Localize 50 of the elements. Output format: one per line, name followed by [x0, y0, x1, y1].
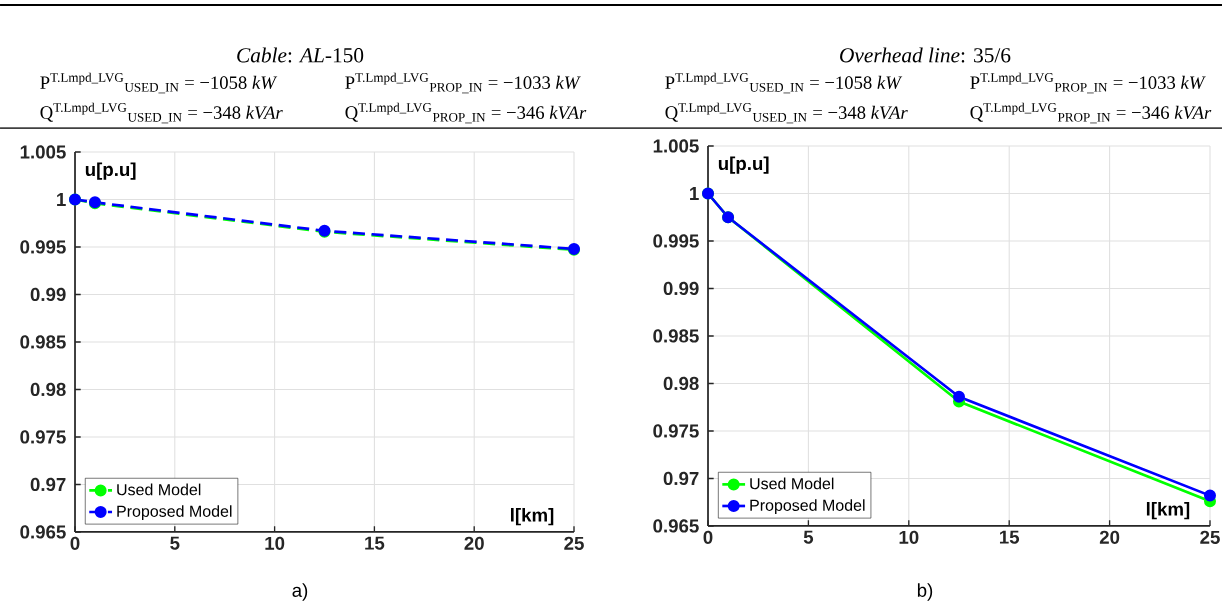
y-tick-label: 1: [690, 187, 699, 200]
y-tick-label: 0.99: [663, 281, 699, 296]
text: P$^{T.Lmpd_LVG}$$_{USED_IN}$ = −1058 kW: [40, 72, 278, 94]
x-tick-label: 20: [1099, 530, 1120, 544]
y-tick-label: 1: [57, 193, 66, 206]
x-tick-label: 25: [1200, 530, 1220, 544]
y-axis-title: u[p.u]: [85, 162, 136, 180]
y-tick-label: 0.965: [653, 519, 699, 533]
text: a): [292, 583, 308, 601]
x-tick-label: 15: [999, 530, 1020, 544]
y-tick-label: 0.985: [20, 335, 66, 349]
x-tick-label: 20: [464, 536, 484, 550]
x-tick-label: 15: [365, 536, 385, 550]
y-tick-label: 0.99: [30, 287, 66, 302]
legend-label: Used Model: [750, 477, 834, 490]
x-tick-label: 5: [170, 536, 180, 550]
y-tick-label: 0.975: [653, 424, 699, 438]
text: P$^{T.Lmpd_LVG}$$_{PROP_IN}$ = −1033 kW: [970, 72, 1206, 94]
x-tick-label: 0: [703, 530, 713, 544]
text: Q$^{T.Lmpd_LVG}$$_{PROP_IN}$ = −346 kVAr: [345, 102, 587, 124]
legend-label: Used Model: [117, 483, 201, 496]
x-axis-title: l[km]: [511, 507, 554, 526]
text: P$^{T.Lmpd_LVG}$$_{PROP_IN}$ = −1033 kW: [345, 72, 581, 94]
chart-title: Overhead line: 35/6: [840, 47, 1011, 63]
text: Q$^{T.Lmpd_LVG}$$_{USED_IN}$ = −348 kVAr: [665, 102, 908, 124]
text: P$^{T.Lmpd_LVG}$$_{USED_IN}$ = −1058 kW: [665, 72, 903, 94]
y-tick-label: 0.995: [20, 240, 66, 254]
y-tick-label: 1.005: [20, 145, 66, 159]
y-tick-label: 0.975: [20, 430, 66, 444]
x-tick-label: 5: [803, 530, 814, 544]
y-axis-title: u[p.u]: [718, 156, 769, 174]
text: b): [917, 583, 933, 601]
y-tick-label: 0.97: [663, 471, 699, 486]
text: Q$^{T.Lmpd_LVG}$$_{PROP_IN}$ = −346 kVAr: [970, 102, 1212, 124]
y-tick-label: 0.985: [653, 329, 699, 343]
x-tick-label: 10: [899, 530, 919, 544]
y-tick-label: 0.965: [20, 525, 66, 539]
x-tick-label: 10: [265, 536, 285, 550]
y-tick-label: 0.98: [30, 382, 66, 397]
y-tick-label: 0.995: [653, 234, 699, 248]
chart-title: Cable: AL-150: [237, 47, 364, 63]
x-tick-label: 25: [564, 536, 584, 550]
y-tick-label: 0.98: [663, 376, 699, 391]
legend-label: Proposed Model: [117, 505, 232, 521]
x-tick-label: 0: [70, 536, 80, 550]
legend-label: Proposed Model: [750, 499, 865, 515]
text: Q$^{T.Lmpd_LVG}$$_{USED_IN}$ = −348 kVAr: [40, 102, 283, 124]
y-tick-label: 1.005: [653, 139, 699, 153]
y-tick-label: 0.97: [30, 477, 66, 492]
x-axis-title: l[km]: [1146, 501, 1190, 520]
